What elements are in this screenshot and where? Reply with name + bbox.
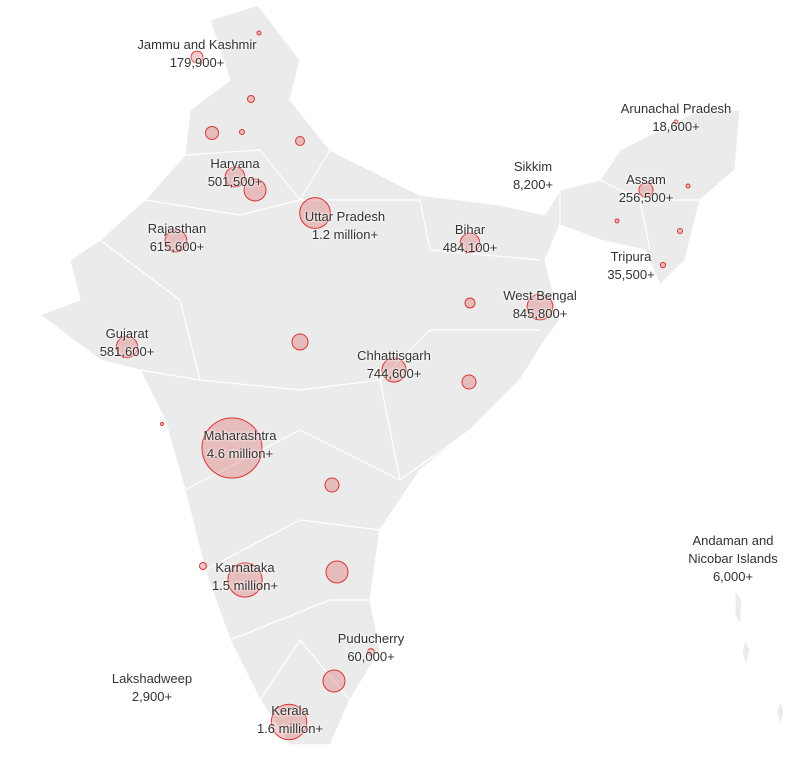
- region-name: Sikkim: [513, 159, 553, 174]
- case-bubble: [270, 703, 308, 741]
- region-name: Rajasthan: [147, 221, 207, 236]
- region-label: Karnataka 1.5 million+: [212, 559, 278, 595]
- region-label: Rajasthan 615,600+: [148, 220, 207, 256]
- region-count: 845,800+: [512, 306, 568, 321]
- case-bubble: [227, 562, 263, 598]
- region-label: Haryana 501,500+: [208, 155, 263, 191]
- region-name: Gujarat: [105, 326, 149, 341]
- case-bubble: [367, 648, 375, 656]
- region-name: Haryana: [210, 156, 260, 171]
- marker: [295, 136, 305, 146]
- marker: [322, 669, 346, 693]
- region-name: Karnataka: [215, 560, 275, 575]
- region-count: 179,900+: [169, 55, 225, 70]
- marker: [325, 560, 349, 584]
- case-bubble: [201, 417, 263, 479]
- region-name: Puducherry: [337, 631, 405, 646]
- region-name: Bihar: [454, 222, 486, 237]
- case-bubble: [673, 119, 679, 125]
- region-label: Lakshadweep 2,900+: [112, 670, 192, 706]
- region-name: Lakshadweep: [111, 671, 193, 686]
- region-name: Arunachal Pradesh: [620, 101, 732, 116]
- region-label: Gujarat 581,600+: [100, 325, 155, 361]
- marker: [677, 228, 683, 234]
- region-label: Andaman and Nicobar Islands 6,000+: [673, 532, 793, 586]
- region-label: Kerala 1.6 million+: [257, 702, 323, 738]
- region-count: 35,500+: [607, 267, 655, 282]
- region-name: Kerala: [271, 703, 309, 718]
- marker: [614, 218, 620, 224]
- region-count: 1.5 million+: [211, 578, 279, 593]
- marker: [239, 129, 245, 135]
- region-name: Maharashtra: [203, 428, 277, 443]
- marker: [324, 477, 340, 493]
- marker: [464, 297, 476, 309]
- region-label: Bihar 484,100+: [443, 221, 498, 257]
- region-count: 615,600+: [149, 239, 205, 254]
- region-label: Puducherry 60,000+: [338, 630, 404, 666]
- case-bubble: [638, 182, 654, 198]
- case-bubble: [459, 232, 481, 254]
- region-count: 8,200+: [512, 177, 554, 192]
- marker: [199, 562, 207, 570]
- region-label: Arunachal Pradesh 18,600+: [621, 100, 732, 136]
- region-label: Maharashtra 4.6 million+: [204, 427, 277, 463]
- region-label: Assam 256,500+: [619, 171, 674, 207]
- region-count: 60,000+: [347, 649, 395, 664]
- region-count: 1.2 million+: [311, 227, 379, 242]
- land: [38, 4, 785, 746]
- region-name: Andaman and Nicobar Islands: [688, 533, 778, 566]
- case-bubble: [381, 357, 407, 383]
- marker: [685, 183, 691, 189]
- case-bubble: [224, 166, 246, 188]
- case-bubbles: [115, 50, 679, 741]
- state-borders: [99, 149, 700, 701]
- region-name: Chhattisgarh: [357, 348, 431, 363]
- region-count: 6,000+: [712, 569, 754, 584]
- region-count: 581,600+: [99, 344, 155, 359]
- region-label: Uttar Pradesh 1.2 million+: [305, 208, 385, 244]
- marker: [243, 178, 267, 202]
- region-label: Jammu and Kashmir 179,900+: [137, 36, 256, 72]
- case-bubble: [115, 335, 139, 359]
- case-bubble: [190, 50, 204, 64]
- region-name: Uttar Pradesh: [304, 209, 386, 224]
- marker: [291, 333, 309, 351]
- region-count: 501,500+: [207, 174, 263, 189]
- region-name: Jammu and Kashmir: [137, 37, 257, 52]
- case-bubble: [659, 261, 667, 269]
- case-bubble: [164, 229, 188, 253]
- region-name: West Bengal: [503, 288, 577, 303]
- region-count: 744,600+: [366, 366, 422, 381]
- marker: [256, 30, 262, 36]
- marker: [461, 374, 477, 390]
- region-count: 4.6 million+: [206, 446, 274, 461]
- region-count: 1.6 million+: [256, 721, 324, 736]
- region-count: 256,500+: [618, 190, 674, 205]
- region-label: West Bengal 845,800+: [503, 287, 576, 323]
- other-markers: [160, 30, 691, 693]
- andaman-islands: [734, 588, 785, 728]
- region-count: 18,600+: [652, 119, 700, 134]
- region-count: 2,900+: [131, 689, 173, 704]
- region-name: Assam: [626, 172, 666, 187]
- region-label: Chhattisgarh 744,600+: [357, 347, 431, 383]
- case-bubble: [299, 197, 331, 229]
- region-label: Tripura 35,500+: [607, 248, 654, 284]
- marker: [247, 95, 255, 103]
- marker: [205, 126, 219, 140]
- case-bubble: [526, 293, 554, 321]
- region-label: Sikkim 8,200+: [513, 158, 553, 194]
- region-name: Tripura: [610, 249, 652, 264]
- marker: [160, 422, 164, 426]
- region-count: 484,100+: [442, 240, 498, 255]
